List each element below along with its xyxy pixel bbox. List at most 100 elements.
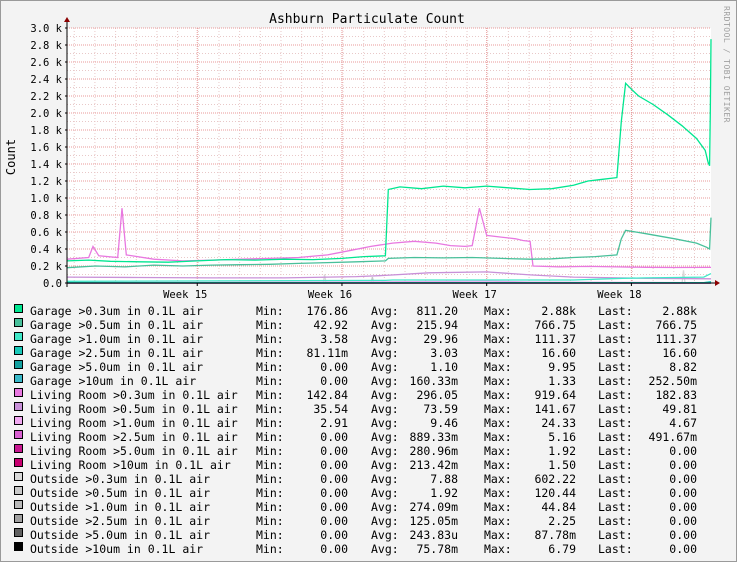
legend-avg-value: 215.94 <box>416 318 458 332</box>
legend-last-value: 252.50m <box>648 374 697 388</box>
legend-last-label: Last: <box>598 514 633 528</box>
series-line-7 <box>66 271 712 280</box>
y-tick-label: 0.6 k <box>30 227 62 239</box>
tick-labels: 0.0 0.2 k 0.4 k 0.6 k 0.8 k 1.0 k 1.2 k 1.4 k 1.… <box>30 23 641 300</box>
legend-min-label: Min: <box>256 304 284 318</box>
legend-min-value: 0.00 <box>320 486 348 500</box>
legend-min-value: 35.54 <box>313 402 348 416</box>
legend-min-label: Min: <box>256 332 284 346</box>
legend-min-label: Min: <box>256 514 284 528</box>
legend-min-label: Min: <box>256 360 284 374</box>
legend-series-name: Outside >0.5um in 0.1L air <box>30 486 211 500</box>
series-line-0 <box>66 39 712 263</box>
legend-swatch <box>14 514 23 523</box>
legend-max-value: 24.33 <box>541 416 576 430</box>
y-tick-label: 2.0 k <box>30 108 62 120</box>
legend-series-name: Garage >0.5um in 0.1L air <box>30 318 204 332</box>
legend-max-label: Max: <box>484 500 512 514</box>
legend-last-label: Last: <box>598 304 633 318</box>
legend-min-value: 3.58 <box>320 332 348 346</box>
legend-min-value: 0.00 <box>320 444 348 458</box>
legend-last-value: 8.82 <box>669 360 697 374</box>
rrdtool-watermark: RRDTOOL / TOBI OETIKER <box>722 6 731 123</box>
legend-last-value: 0.00 <box>669 486 697 500</box>
y-tick-label: 2.8 k <box>30 40 62 52</box>
legend-avg-value: 73.59 <box>423 402 458 416</box>
axes <box>64 17 720 287</box>
legend-last-value: 111.37 <box>655 332 697 346</box>
legend-swatch <box>14 444 23 453</box>
legend-min-value: 0.00 <box>320 500 348 514</box>
legend-avg-label: Avg: <box>371 486 399 500</box>
y-tick-label: 2.6 k <box>30 57 62 69</box>
legend-swatch <box>14 416 23 425</box>
legend-avg-value: 243.83u <box>409 528 458 542</box>
legend-max-label: Max: <box>484 444 512 458</box>
legend-max-value: 766.75 <box>534 318 576 332</box>
legend-row: Outside >2.5um in 0.1L air Min: 0.00 Avg: 12… <box>14 514 714 528</box>
legend-swatch <box>14 472 23 481</box>
legend-avg-label: Avg: <box>371 374 399 388</box>
legend-swatch <box>14 500 23 509</box>
legend-last-label: Last: <box>598 486 633 500</box>
legend-row: Garage >0.3um in 0.1L air Min: 176.86 Avg: 8… <box>14 304 714 318</box>
legend-swatch <box>14 388 23 397</box>
legend-row: Living Room >0.5um in 0.1L air Min: 35.54 A… <box>14 402 714 416</box>
legend-series-name: Living Room >5.0um in 0.1L air <box>30 444 238 458</box>
legend-last-value: 0.00 <box>669 542 697 556</box>
legend-max-value: 1.92 <box>548 444 576 458</box>
legend-series-name: Garage >0.3um in 0.1L air <box>30 304 204 318</box>
legend-last-label: Last: <box>598 374 633 388</box>
legend-max-value: 919.64 <box>534 388 576 402</box>
y-axis-label: Count <box>4 139 18 175</box>
legend-max-label: Max: <box>484 416 512 430</box>
legend-row: Outside >5.0um in 0.1L air Min: 0.00 Avg: 24… <box>14 528 714 542</box>
legend-max-value: 87.78m <box>534 528 576 542</box>
legend-swatch <box>14 486 23 495</box>
legend-series-name: Living Room >2.5um in 0.1L air <box>30 430 238 444</box>
legend-row: Outside >1.0um in 0.1L air Min: 0.00 Avg: 27… <box>14 500 714 514</box>
y-tick-label: 0.0 <box>43 278 62 290</box>
legend-avg-label: Avg: <box>371 416 399 430</box>
legend-row: Outside >0.3um in 0.1L air Min: 0.00 Avg: 7.… <box>14 472 714 486</box>
legend-last-label: Last: <box>598 444 633 458</box>
legend-min-label: Min: <box>256 374 284 388</box>
legend-last-value: 49.81 <box>662 402 697 416</box>
legend-last-value: 491.67m <box>648 430 697 444</box>
legend-last-label: Last: <box>598 360 633 374</box>
legend-avg-label: Avg: <box>371 332 399 346</box>
legend-avg-value: 1.92 <box>430 486 458 500</box>
legend-max-value: 1.50 <box>548 458 576 472</box>
legend-max-label: Max: <box>484 332 512 346</box>
legend-avg-label: Avg: <box>371 304 399 318</box>
legend-min-value: 0.00 <box>320 542 348 556</box>
legend-avg-value: 274.09m <box>409 500 458 514</box>
legend-series-name: Garage >1.0um in 0.1L air <box>30 332 204 346</box>
legend-series-name: Living Room >1.0um in 0.1L air <box>30 416 238 430</box>
legend-series-name: Garage >10um in 0.1L air <box>30 374 197 388</box>
legend-last-label: Last: <box>598 472 633 486</box>
legend-avg-value: 889.33m <box>409 430 458 444</box>
legend-min-label: Min: <box>256 542 284 556</box>
legend-series-name: Outside >1.0um in 0.1L air <box>30 500 211 514</box>
legend-last-value: 766.75 <box>655 318 697 332</box>
legend-min-label: Min: <box>256 472 284 486</box>
y-tick-label: 1.0 k <box>30 193 62 205</box>
legend-last-label: Last: <box>598 388 633 402</box>
legend-min-value: 0.00 <box>320 458 348 472</box>
legend-min-value: 0.00 <box>320 374 348 388</box>
series-line-1 <box>66 217 712 269</box>
legend-row: Garage >10um in 0.1L air Min: 0.00 Avg: 160.… <box>14 374 714 388</box>
legend-swatch <box>14 346 23 355</box>
legend-max-value: 120.44 <box>534 486 576 500</box>
legend-max-label: Max: <box>484 346 512 360</box>
legend-min-label: Min: <box>256 430 284 444</box>
x-tick-label: Week 18 <box>597 289 641 300</box>
legend-min-label: Min: <box>256 402 284 416</box>
y-tick-label: 1.2 k <box>30 176 62 188</box>
y-axis-arrow <box>64 17 70 22</box>
legend-max-value: 141.67 <box>534 402 576 416</box>
legend-min-value: 0.00 <box>320 360 348 374</box>
legend-max-label: Max: <box>484 304 512 318</box>
legend-row: Garage >5.0um in 0.1L air Min: 0.00 Avg: 1.1… <box>14 360 714 374</box>
